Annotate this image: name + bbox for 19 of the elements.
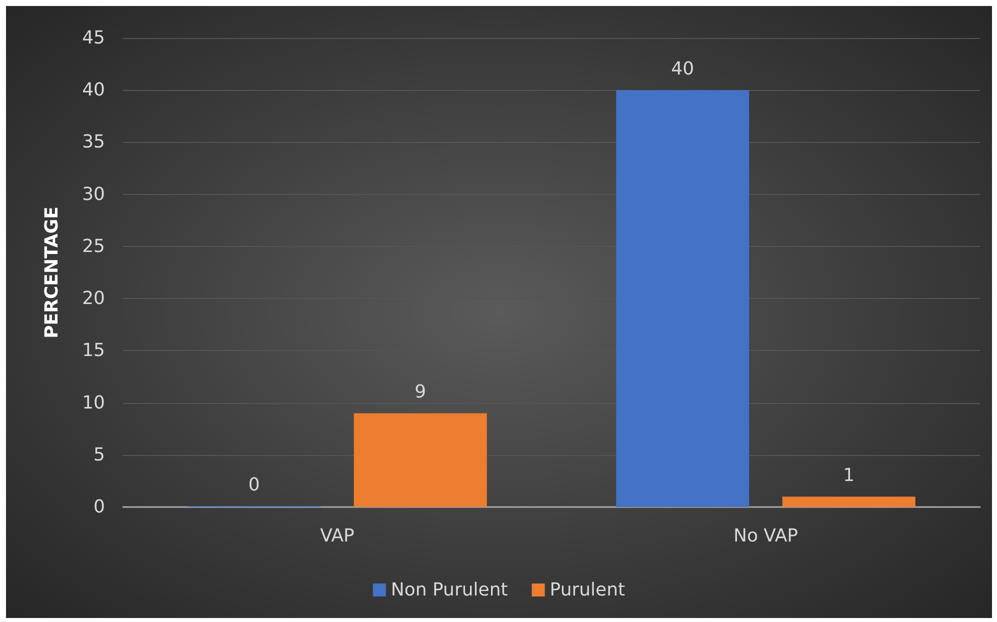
y-tick-label: 15 <box>82 340 105 362</box>
x-tick-label: No VAP <box>733 526 798 546</box>
data-label: 0 <box>248 474 260 496</box>
y-tick-label: 10 <box>82 392 105 414</box>
y-tick-label: 0 <box>94 496 105 518</box>
data-label: 1 <box>843 465 855 486</box>
x-tick-label: VAP <box>320 526 355 546</box>
y-tick-label: 25 <box>82 236 105 257</box>
data-label: 9 <box>414 382 426 403</box>
legend-label: Non Purulent <box>390 580 508 600</box>
y-tick-label: 20 <box>82 288 105 310</box>
y-tick-label: 5 <box>94 444 105 466</box>
y-tick-label: 30 <box>82 184 105 205</box>
y-tick-label: 35 <box>82 132 105 153</box>
y-axis-title: PERCENTAGE <box>42 206 62 338</box>
legend-label: Purulent <box>550 580 626 600</box>
y-tick-label: 45 <box>82 28 105 48</box>
y-tick-label: 40 <box>82 80 105 101</box>
data-label: 40 <box>671 58 694 80</box>
